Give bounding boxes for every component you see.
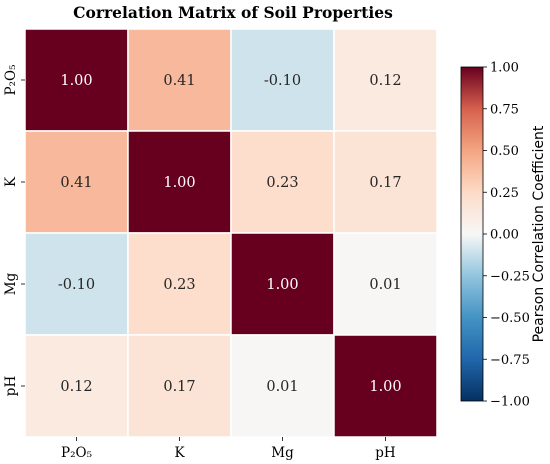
colorbar-tick-label-7: −0.75 [490, 353, 530, 368]
cell-value-label-r0-c3: 0.12 [369, 73, 401, 89]
colorbar-tick-labels: 1.00 0.75 0.50 0.25 0.00 −0.25 −0.50 −0.75 −1.00 [483, 61, 530, 410]
column-tick-labels: P₂O₅ K Mg pH [61, 437, 396, 461]
heatmap-cell-r0-c0 [24, 28, 129, 132]
colorbar-tick-label-5: −0.25 [490, 269, 530, 284]
colorbar-tick-label-8: −1.00 [490, 395, 530, 410]
colorbar-tick-label-3: 0.25 [490, 186, 519, 201]
cell-value-label-r1-c2: 0.23 [266, 175, 298, 191]
colorbar-label: Pearson Correlation Coefficient [531, 125, 547, 342]
colorbar-tick-label-2: 0.50 [490, 144, 519, 159]
chart-title: Correlation Matrix of Soil Properties [73, 3, 393, 22]
cell-value-label-r1-c1: 1.00 [163, 175, 195, 191]
heatmap-cell-r1-c3 [333, 130, 438, 234]
colorbar-tick-label-1: 0.75 [490, 102, 519, 117]
cell-value-label-r2-c3: 0.01 [369, 277, 401, 293]
colorbar-tick-label-6: −0.50 [490, 311, 530, 326]
column-tick-label-1: K [174, 445, 185, 461]
heatmap-cell-r0-c3 [333, 28, 438, 132]
cell-value-label-r3-c2: 0.01 [266, 379, 298, 395]
cell-value-label-r3-c1: 0.17 [163, 379, 195, 395]
column-tick-label-3: pH [375, 445, 396, 461]
column-tick-label-0: P₂O₅ [61, 445, 92, 461]
cell-value-label-r0-c2: -0.10 [264, 73, 301, 89]
colorbar-tick-label-0: 1.00 [490, 61, 519, 76]
cell-value-label-r2-c2: 1.00 [266, 277, 298, 293]
cell-value-label-r2-c0: -0.10 [58, 277, 95, 293]
row-tick-label-1: K [3, 176, 19, 187]
cell-value-label-r3-c0: 0.12 [60, 379, 92, 395]
colorbar-tick-label-4: 0.00 [490, 228, 519, 243]
cell-value-label-r1-c3: 0.17 [369, 175, 401, 191]
heatmap-cell-r2-c1 [127, 232, 232, 336]
row-tick-labels: P₂O₅ K Mg pH [3, 65, 25, 397]
heatmap-cell-r3-c3 [333, 334, 438, 438]
heatmap-cell-r1-c1 [127, 130, 232, 234]
heatmap-cell-r2-c3 [333, 232, 438, 336]
heatmap-cell-r3-c1 [127, 334, 232, 438]
heatmap-cell-r0-c2 [230, 28, 335, 132]
column-tick-label-2: Mg [271, 445, 294, 461]
cell-value-label-r0-c0: 1.00 [60, 73, 92, 89]
cell-value-label-r0-c1: 0.41 [163, 73, 195, 89]
cell-value-label-r1-c0: 0.41 [60, 175, 92, 191]
cell-value-label-r2-c1: 0.23 [163, 277, 195, 293]
colorbar [460, 66, 484, 402]
cell-value-label-r3-c3: 1.00 [369, 379, 401, 395]
row-tick-label-2: Mg [3, 272, 19, 295]
row-tick-label-0: P₂O₅ [3, 65, 19, 96]
heatmap-cell-r0-c1 [127, 28, 232, 132]
heatmap-cells: 1.00 0.41 -0.10 0.12 0.41 1.00 0.23 0.17 -0.10 0.… [24, 28, 438, 438]
row-tick-label-3: pH [3, 376, 19, 397]
